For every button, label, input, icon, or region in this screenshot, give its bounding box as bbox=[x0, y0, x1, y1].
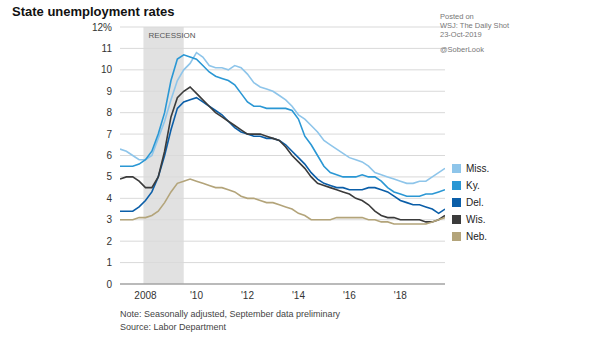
html-text:Posted on: Posted on bbox=[440, 12, 474, 21]
svg-text:5: 5 bbox=[106, 171, 112, 182]
html-text:WSJ: The Daily Shot: WSJ: The Daily Shot bbox=[440, 21, 510, 30]
html-text:State unemployment rates: State unemployment rates bbox=[12, 4, 175, 19]
svg-text:'12: '12 bbox=[241, 290, 254, 301]
svg-text:'18: '18 bbox=[394, 290, 407, 301]
html-text:Miss.: Miss. bbox=[466, 163, 490, 174]
svg-text:2: 2 bbox=[106, 236, 112, 247]
svg-text:6: 6 bbox=[106, 150, 112, 161]
svg-text:'14: '14 bbox=[292, 290, 305, 301]
svg-text:0: 0 bbox=[106, 279, 112, 290]
svg-text:2008: 2008 bbox=[134, 290, 157, 301]
svg-text:12%: 12% bbox=[92, 22, 112, 33]
html-text:Ky.: Ky. bbox=[466, 180, 480, 191]
svg-text:8: 8 bbox=[106, 107, 112, 118]
svg-text:7: 7 bbox=[106, 129, 112, 140]
svg-text:'10: '10 bbox=[190, 290, 203, 301]
svg-text:4: 4 bbox=[106, 193, 112, 204]
html-text:Source: Labor Department: Source: Labor Department bbox=[120, 322, 227, 332]
svg-text:3: 3 bbox=[106, 214, 112, 225]
html-text:Note: Seasonally adjusted, Sep: Note: Seasonally adjusted, September dat… bbox=[120, 309, 341, 319]
svg-text:9: 9 bbox=[106, 86, 112, 97]
html-text:23-Oct-2019: 23-Oct-2019 bbox=[440, 30, 482, 39]
html-text:Wis.: Wis. bbox=[466, 214, 486, 225]
svg-text:10: 10 bbox=[101, 64, 113, 75]
svg-text:11: 11 bbox=[102, 43, 113, 54]
html-text:@SoberLook: @SoberLook bbox=[440, 45, 484, 54]
svg-text:1: 1 bbox=[106, 257, 112, 268]
svg-text:RECESSION: RECESSION bbox=[148, 31, 195, 40]
html-text:Del.: Del. bbox=[466, 197, 484, 208]
html-text:Neb.: Neb. bbox=[466, 231, 488, 242]
svg-text:'16: '16 bbox=[343, 290, 356, 301]
